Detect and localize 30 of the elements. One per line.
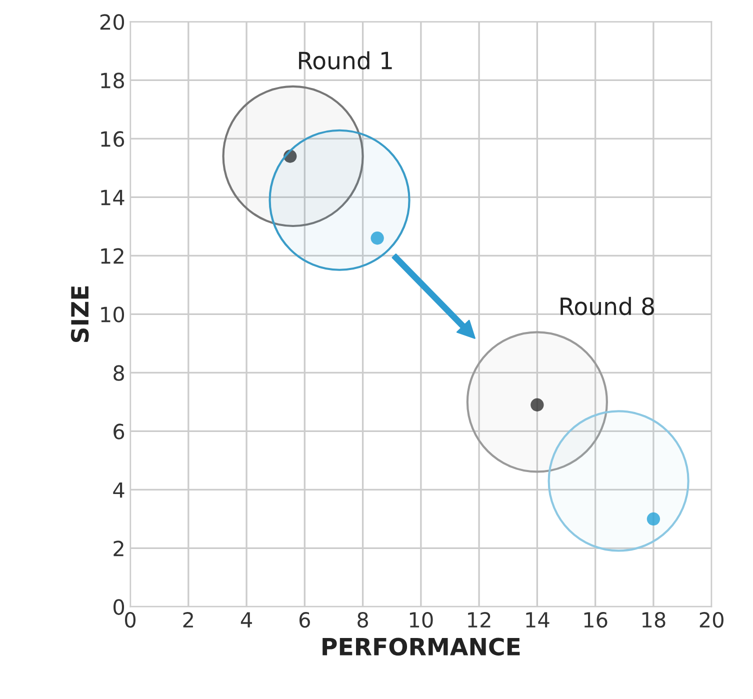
x-axis-title: PERFORMANCE bbox=[322, 638, 520, 656]
x-tick-label: 2 bbox=[183, 612, 193, 628]
x-tick-label: 16 bbox=[584, 612, 608, 628]
x-tick-label: 8 bbox=[358, 612, 368, 628]
y-tick-label: 10 bbox=[101, 306, 124, 322]
y-axis-title: SIZE bbox=[70, 286, 89, 342]
y-tick-label: 6 bbox=[114, 424, 124, 440]
x-tick-label: 10 bbox=[410, 612, 433, 628]
y-tick-label: 8 bbox=[114, 365, 124, 381]
x-tick-label: 0 bbox=[125, 612, 136, 628]
x-tick-label: 4 bbox=[240, 612, 252, 628]
x-tick-label: 6 bbox=[299, 612, 310, 628]
y-tick-label: 14 bbox=[101, 190, 124, 206]
y-tick-label: 20 bbox=[100, 14, 124, 30]
y-tick-label: 4 bbox=[113, 482, 124, 498]
point bbox=[530, 398, 544, 412]
y-tick-label: 18 bbox=[101, 72, 124, 88]
point bbox=[284, 150, 297, 163]
y-tick-label: 0 bbox=[114, 599, 124, 615]
point bbox=[370, 232, 384, 245]
annotation: Round 1 bbox=[299, 51, 392, 70]
x-tick-label: 12 bbox=[468, 612, 490, 628]
y-tick-label: 16 bbox=[101, 131, 124, 147]
x-tick-label: 14 bbox=[526, 612, 550, 628]
annotation: Round 8 bbox=[560, 296, 654, 316]
y-tick-label: 2 bbox=[114, 540, 124, 556]
point bbox=[646, 512, 660, 526]
x-tick-label: 18 bbox=[642, 612, 666, 628]
x-tick-label: 20 bbox=[700, 612, 724, 628]
y-tick-label: 12 bbox=[101, 248, 124, 264]
